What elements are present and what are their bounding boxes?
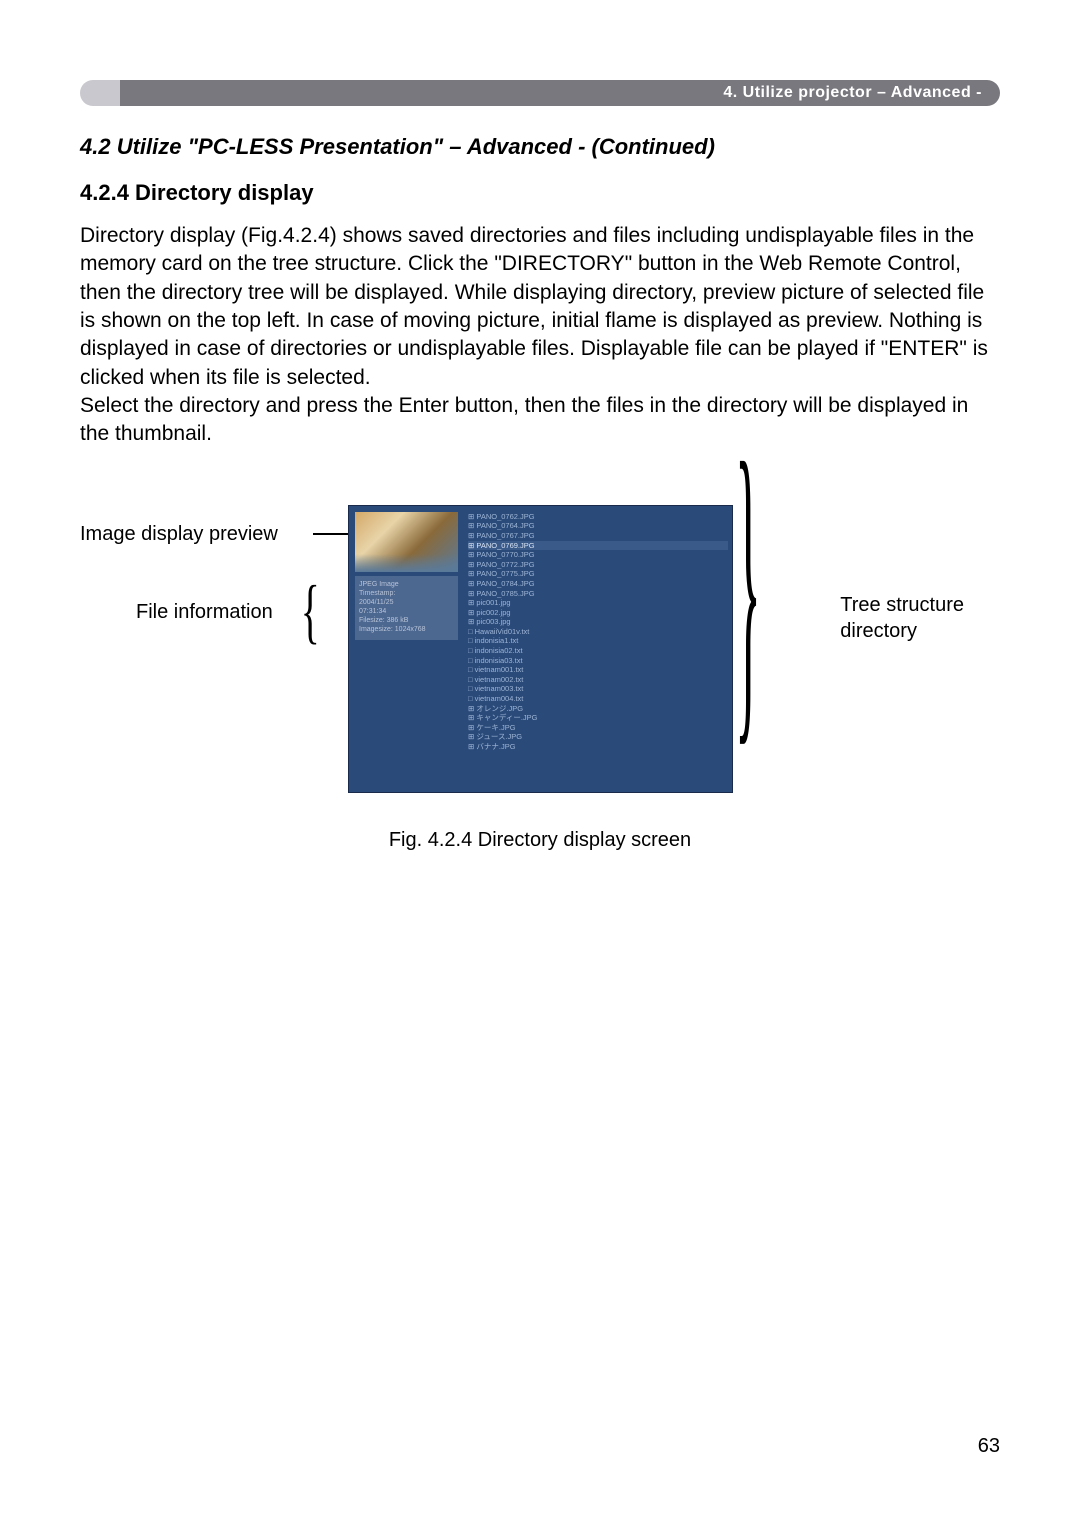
- page-banner: 4. Utilize projector – Advanced -: [80, 80, 1000, 106]
- page-number: 63: [978, 1435, 1000, 1458]
- tree-item: ⊞ PANO_0762.JPG: [468, 512, 728, 522]
- tree-item: ⊞ PANO_0772.JPG: [468, 560, 728, 570]
- tree-item: ⊞ ケーキ.JPG: [468, 723, 728, 733]
- tree-item: □ indonisia03.txt: [468, 656, 728, 666]
- tree-item: ⊞ PANO_0767.JPG: [468, 531, 728, 541]
- tree-item: ⊞ PANO_0770.JPG: [468, 550, 728, 560]
- body-paragraph: Directory display (Fig.4.2.4) shows save…: [80, 222, 1000, 449]
- tree-item: ⊞ ジュース.JPG: [468, 732, 728, 742]
- banner-text: 4. Utilize projector – Advanced -: [723, 84, 982, 102]
- screenshot-tree-panel: ⊞ PANO_0762.JPG⊞ PANO_0764.JPG⊞ PANO_076…: [464, 506, 732, 792]
- file-info-line: JPEG Image: [359, 580, 454, 589]
- tree-item: ⊞ PANO_0784.JPG: [468, 579, 728, 589]
- banner-cap: [80, 80, 120, 106]
- tree-item: ⊞ キャンディー.JPG: [468, 713, 728, 723]
- label-image-preview: Image display preview: [80, 523, 278, 546]
- tree-item: □ vietnam004.txt: [468, 694, 728, 704]
- preview-thumbnail: [355, 512, 458, 572]
- tree-item: □ vietnam002.txt: [468, 675, 728, 685]
- tree-item: ⊞ PANO_0764.JPG: [468, 521, 728, 531]
- brace-left-icon: {: [301, 575, 320, 647]
- file-info-line: Filesize: 386 kB: [359, 616, 454, 625]
- tree-item: □ indonisia02.txt: [468, 646, 728, 656]
- subsection-title: 4.2.4 Directory display: [80, 180, 1000, 206]
- tree-item: ⊞ PANO_0775.JPG: [468, 569, 728, 579]
- tree-item: □ indonisia1.txt: [468, 636, 728, 646]
- directory-screenshot: JPEG Image Timestamp: 2004/11/25 07:31:3…: [348, 505, 733, 793]
- section-title: 4.2 Utilize "PC-LESS Presentation" – Adv…: [80, 134, 1000, 160]
- banner-body: 4. Utilize projector – Advanced -: [120, 80, 1000, 106]
- tree-item: ⊞ pic002.jpg: [468, 608, 728, 618]
- tree-item: □ HawaiiVid01v.txt: [468, 627, 728, 637]
- tree-item: □ vietnam001.txt: [468, 665, 728, 675]
- brace-right-icon: }: [735, 412, 761, 754]
- file-info-line: 07:31:34: [359, 607, 454, 616]
- tree-item: ⊞ バナナ.JPG: [468, 742, 728, 752]
- tree-item: ⊞ PANO_0769.JPG: [468, 541, 728, 551]
- file-info-line: 2004/11/25: [359, 598, 454, 607]
- figure-area: Image display preview File information {…: [80, 489, 1000, 849]
- file-info-line: Timestamp:: [359, 589, 454, 598]
- leader-line: [313, 533, 353, 535]
- file-info-box: JPEG Image Timestamp: 2004/11/25 07:31:3…: [355, 576, 458, 640]
- tree-item: ⊞ オレンジ.JPG: [468, 704, 728, 714]
- figure-caption: Fig. 4.2.4 Directory display screen: [80, 829, 1000, 852]
- tree-item: ⊞ pic003.jpg: [468, 617, 728, 627]
- label-tree-structure: Tree structuredirectory: [840, 592, 964, 644]
- screenshot-left-panel: JPEG Image Timestamp: 2004/11/25 07:31:3…: [349, 506, 464, 792]
- file-info-line: Imagesize: 1024x768: [359, 625, 454, 634]
- tree-item: □ vietnam003.txt: [468, 684, 728, 694]
- tree-item: ⊞ pic001.jpg: [468, 598, 728, 608]
- label-file-info: File information: [136, 601, 273, 624]
- tree-item: ⊞ PANO_0785.JPG: [468, 589, 728, 599]
